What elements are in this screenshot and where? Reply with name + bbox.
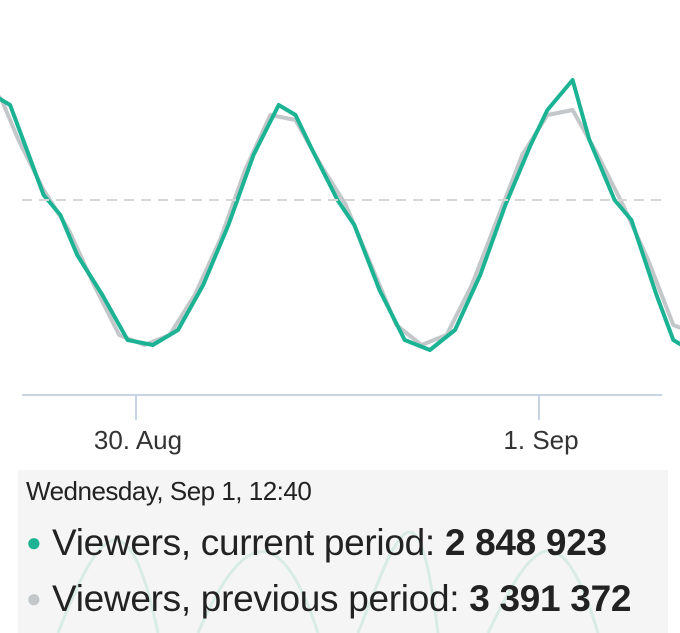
tooltip-row-value: 2 848 923 [444,522,607,563]
series-marker-icon: ● [26,583,42,613]
x-tick-label: 1. Sep [503,425,578,455]
tooltip-background-trace [56,530,600,633]
x-tick-label: 30. Aug [94,425,182,455]
series-marker-icon: ● [26,527,42,557]
line-chart: 30. Aug 1. Sep [0,78,680,455]
tooltip-watermark-trace [56,530,600,633]
tooltip-row-label: Viewers, current period: [52,522,445,563]
tooltip-header: Wednesday, Sep 1, 12:40 [26,476,312,506]
tooltip-row-previous: ● Viewers, previous period: 3 391 372 [26,578,631,620]
tooltip-content: Wednesday, Sep 1, 12:40 ● Viewers, curren… [18,470,668,633]
tooltip-row-value: 3 391 372 [469,578,632,619]
tooltip-row-current: ● Viewers, current period: 2 848 923 [26,522,607,564]
tooltip: Wednesday, Sep 1, 12:40 ● Viewers, curren… [18,470,668,633]
tooltip-row-label: Viewers, previous period: [52,578,470,619]
series-line-previous [0,94,680,347]
series-layer [0,78,680,352]
